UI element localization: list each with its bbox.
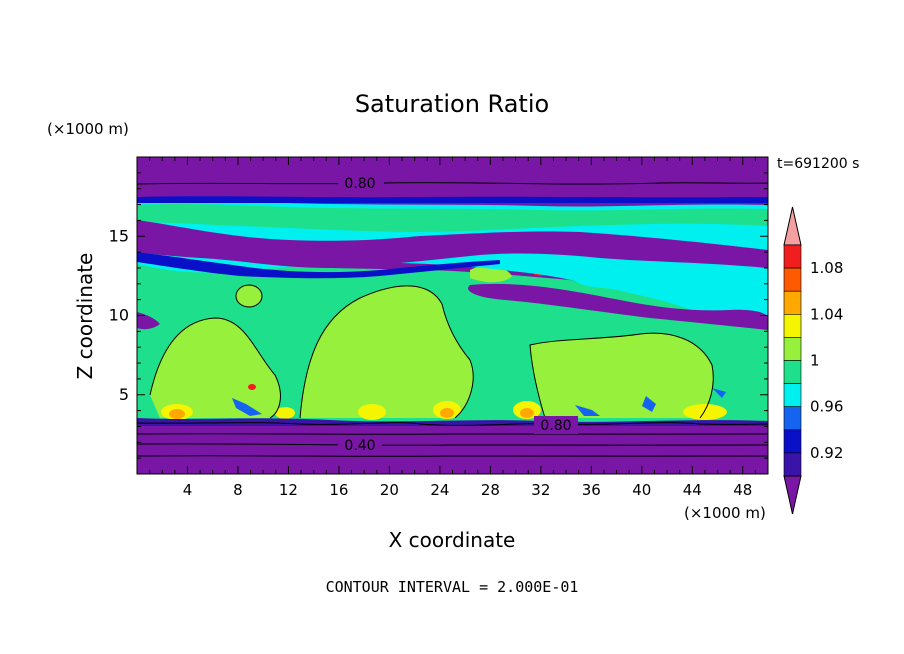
- z-tick-label: 15: [109, 226, 129, 245]
- x-tick-label: 8: [233, 481, 243, 499]
- x-tick-label: 4: [183, 481, 193, 499]
- contour-label: 0.40: [344, 438, 375, 454]
- colorbar-under-arrow: [783, 475, 802, 515]
- field-top-layer: [137, 157, 768, 202]
- x-axis-label: X coordinate: [389, 528, 516, 552]
- x-tick-label: 28: [481, 481, 500, 499]
- x-tick-label: 20: [380, 481, 399, 499]
- colorbar-label: 0.96: [810, 398, 843, 416]
- colorbar-swatch: [783, 360, 802, 384]
- z-tick-label: 5: [119, 385, 129, 404]
- z-axis-ticks: 5 10 15: [109, 172, 768, 459]
- colorbar-swatch: [783, 383, 802, 408]
- x-tick-label: 44: [683, 481, 702, 499]
- colorbar-label: 1.08: [810, 259, 843, 277]
- x-tick-label: 16: [329, 481, 348, 499]
- x-unit-label: (×1000 m): [684, 504, 766, 522]
- field-warm-cores: [161, 270, 727, 420]
- colorbar-label: 1: [810, 352, 820, 370]
- colorbar-label: 0.92: [810, 444, 843, 462]
- field-blob: [150, 318, 281, 418]
- z-tick-label: 10: [109, 306, 129, 325]
- contour-label: 0.80: [540, 418, 571, 434]
- x-axis-ticks: 4 8 12 16 20 24 28 32 36 40 44 48: [149, 157, 756, 499]
- contour-label-backdrop: [338, 436, 382, 454]
- colorbar-swatch: [783, 452, 802, 477]
- colorbar-label: 1.04: [810, 305, 843, 323]
- colorbar-swatch: [783, 290, 802, 315]
- time-label: t=691200 s: [777, 156, 859, 172]
- contour-label: 0.80: [344, 176, 375, 192]
- contour-label-backdrop: [338, 172, 384, 190]
- colorbar-swatch: [783, 337, 802, 361]
- z-unit-label: (×1000 m): [47, 120, 129, 138]
- field-lower-layer: [137, 422, 768, 474]
- contour-lines: [137, 182, 768, 457]
- colorbar-swatch: [783, 244, 802, 269]
- z-axis-label: Z coordinate: [73, 253, 97, 380]
- colorbar-swatch: [783, 267, 802, 292]
- field-top-blue: [137, 196, 768, 203]
- saturation-field: [137, 157, 768, 474]
- x-tick-label: 40: [632, 481, 651, 499]
- field-upper-patch: [468, 283, 768, 330]
- field-blob: [300, 285, 474, 418]
- field-upper-green: [137, 204, 768, 232]
- field-left-wisp: [137, 312, 160, 330]
- colorbar: 1.08 1.04 1 0.96 0.92: [783, 206, 843, 515]
- field-upper-blue: [137, 252, 500, 279]
- contour-label-backdrop: [534, 416, 578, 434]
- colorbar-swatch: [783, 429, 802, 454]
- x-tick-label: 24: [430, 481, 449, 499]
- x-tick-label: 48: [733, 481, 752, 499]
- colorbar-swatch: [783, 313, 802, 338]
- field-upper-cyan-mid: [575, 273, 700, 293]
- field-blob: [530, 333, 714, 418]
- x-tick-label: 32: [531, 481, 550, 499]
- x-tick-label: 12: [279, 481, 298, 499]
- colorbar-over-arrow: [783, 206, 802, 246]
- field-blob: [236, 285, 262, 307]
- field-upper-dark: [137, 220, 768, 268]
- chart-title: Saturation Ratio: [355, 90, 549, 118]
- contour-interval-footer: CONTOUR INTERVAL = 2.000E-01: [326, 578, 579, 596]
- colorbar-swatch: [783, 406, 802, 431]
- x-tick-label: 36: [582, 481, 601, 499]
